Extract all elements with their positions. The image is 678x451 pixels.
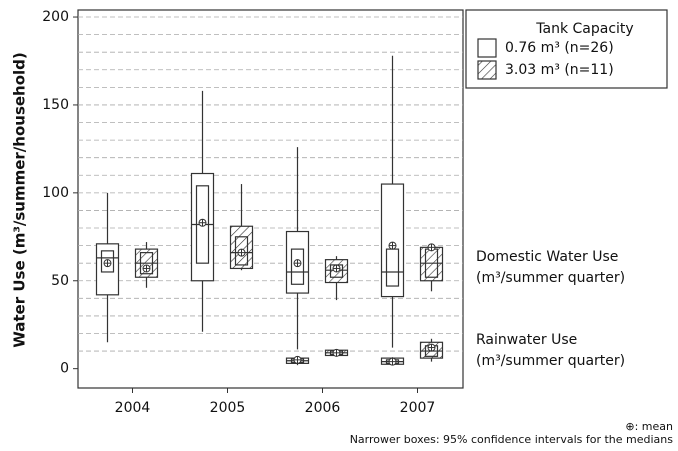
mean-marker [293, 355, 302, 364]
box [229, 225, 254, 270]
x-tick-label: 2007 [400, 400, 436, 416]
annotation: Rainwater Use [476, 332, 577, 348]
legend-label: 3.03 m³ (n=11) [505, 62, 614, 78]
mean-marker [293, 259, 302, 268]
ci-box [100, 250, 115, 273]
legend-label: 0.76 m³ (n=26) [505, 40, 614, 56]
box [190, 172, 215, 282]
ci-box [234, 236, 249, 266]
mean-marker [332, 264, 341, 273]
mean-marker [427, 343, 436, 352]
legend-frame [465, 9, 668, 89]
y-tick-label: 0 [60, 361, 69, 377]
y-tick-label: 200 [42, 9, 69, 25]
x-tick-label: 2004 [115, 400, 151, 416]
ci-box [290, 248, 305, 285]
mean-marker [103, 259, 112, 268]
mean-marker [388, 357, 397, 366]
x-tick-label: 2005 [210, 400, 246, 416]
y-tick-label: 100 [42, 185, 69, 201]
legend-swatch [477, 38, 497, 58]
mean-marker [237, 248, 246, 257]
plot-frame [77, 9, 464, 389]
y-tick-label: 150 [42, 97, 69, 113]
box [419, 246, 444, 282]
legend-title: Tank Capacity [535, 21, 633, 37]
box [95, 243, 120, 296]
y-tick-label: 50 [51, 273, 69, 289]
legend-swatch [477, 60, 497, 80]
footnote: Narrower boxes: 95% confidence intervals… [350, 433, 674, 446]
mean-marker [198, 218, 207, 227]
y-axis-label: Water Use (m³/summer/household) [11, 52, 29, 348]
mean-marker [142, 264, 151, 273]
mean-marker [332, 348, 341, 357]
box [380, 183, 405, 298]
annotation: (m³/summer quarter) [476, 353, 625, 369]
mean-marker [427, 243, 436, 252]
mean-marker [388, 241, 397, 250]
annotation: Domestic Water Use [476, 249, 618, 265]
x-tick-label: 2006 [305, 400, 341, 416]
footnote: ⊕: mean [625, 420, 673, 433]
annotation: (m³/summer quarter) [476, 270, 625, 286]
